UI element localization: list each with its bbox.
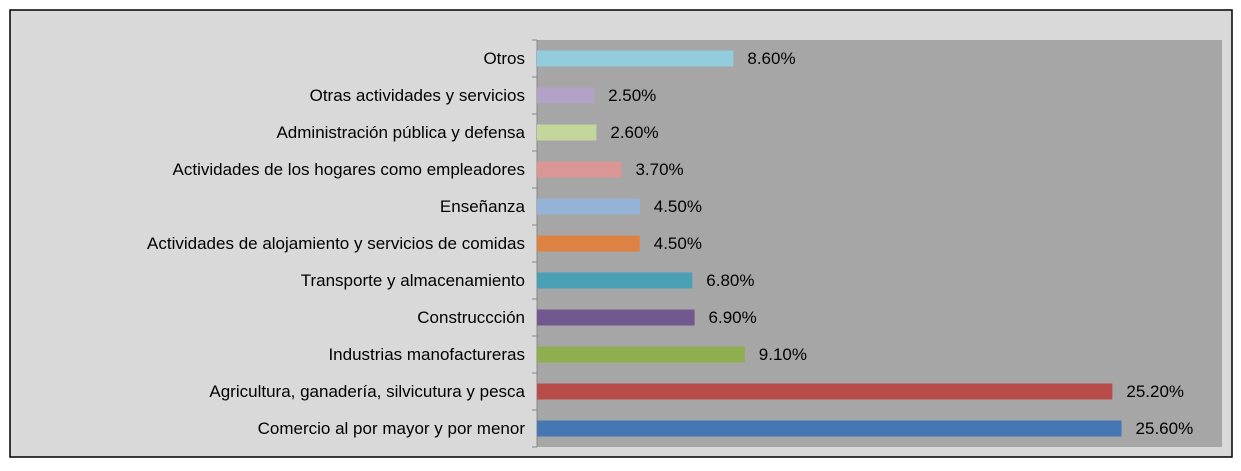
plot-area (537, 40, 1222, 447)
value-label: 4.50% (654, 234, 702, 253)
bar (537, 161, 622, 178)
value-label: 6.80% (706, 271, 754, 290)
category-label: Construccción (417, 308, 525, 327)
category-label: Administración pública y defensa (276, 123, 525, 142)
bar (537, 124, 597, 141)
bar (537, 383, 1113, 400)
bar (537, 420, 1122, 437)
bar (537, 346, 745, 363)
category-label: Agricultura, ganadería, silvicutura y pe… (209, 382, 525, 401)
bar (537, 272, 693, 289)
bar (537, 309, 695, 326)
value-label: 2.60% (610, 123, 658, 142)
bar (537, 235, 640, 252)
value-label: 2.50% (608, 86, 656, 105)
category-label: Comercio al por mayor y por menor (258, 419, 526, 438)
value-label: 25.60% (1136, 419, 1194, 438)
value-label: 25.20% (1126, 382, 1184, 401)
category-label: Actividades de alojamiento y servicios d… (147, 234, 525, 253)
bar (537, 87, 595, 104)
category-label: Otras actividades y servicios (310, 86, 525, 105)
value-label: 8.60% (747, 49, 795, 68)
category-label: Industrias manofactureras (328, 345, 525, 364)
category-label: Enseñanza (440, 197, 526, 216)
category-label: Transporte y almacenamiento (301, 271, 525, 290)
value-label: 4.50% (654, 197, 702, 216)
value-label: 9.10% (759, 345, 807, 364)
bar (537, 50, 734, 67)
category-label: Actividades de los hogares como empleado… (173, 160, 525, 179)
category-label: Otros (483, 49, 525, 68)
value-label: 6.90% (709, 308, 757, 327)
bar (537, 198, 640, 215)
value-label: 3.70% (635, 160, 683, 179)
